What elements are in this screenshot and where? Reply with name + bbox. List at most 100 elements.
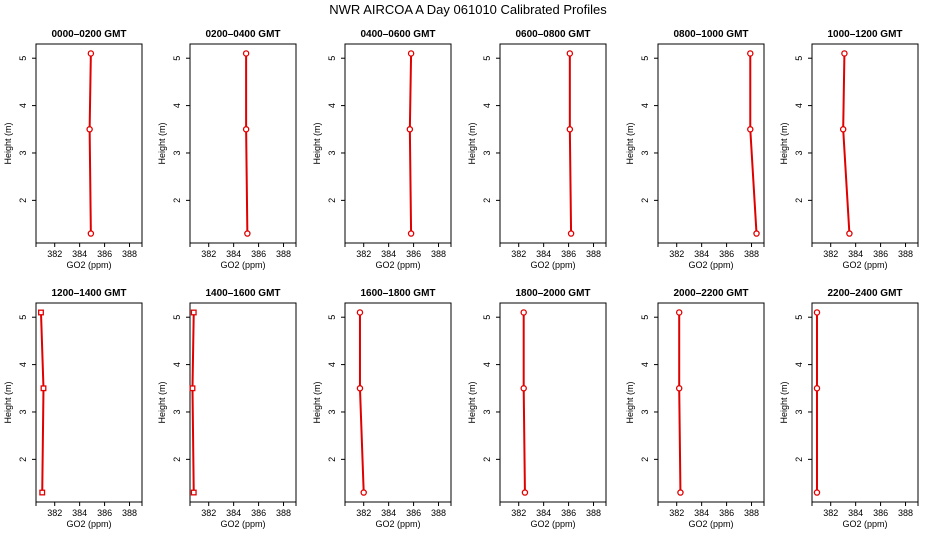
y-tick-label: 4 [482, 103, 492, 108]
x-tick-label: 388 [122, 508, 137, 518]
plot-frame [499, 43, 607, 244]
x-tick-label: 386 [561, 249, 576, 259]
y-tick-label: 5 [172, 315, 182, 320]
panel-4: 0600–0800 GMT 382 384 386 388 GO2 (ppm) 2 3 4 5 He… [467, 29, 607, 270]
profile-line [245, 53, 249, 234]
x-tick-label: 388 [431, 249, 446, 259]
x-axis-label: GO2 (ppm) [530, 260, 575, 270]
y-tick-label: 3 [172, 150, 182, 155]
x-tick-label: 384 [72, 508, 87, 518]
data-point [813, 385, 821, 392]
x-tick-label: 382 [669, 508, 684, 518]
panel-3: 0400–0600 GMT 382 384 386 388 GO2 (ppm) 2 3 4 5 He… [312, 29, 452, 270]
data-point [407, 230, 415, 237]
plot-frame [657, 43, 765, 244]
x-tick-label: 388 [431, 508, 446, 518]
y-tick-label: 2 [18, 198, 28, 203]
x-tick-label: 382 [356, 249, 371, 259]
y-tick-label: 5 [18, 56, 28, 61]
x-tick-label: 386 [719, 249, 734, 259]
plot-frame [344, 302, 452, 503]
figure-title: NWR AIRCOA A Day 061010 Calibrated Profi… [329, 2, 607, 17]
data-point [39, 489, 46, 496]
x-tick-label: 382 [511, 249, 526, 259]
x-tick-label: 382 [511, 508, 526, 518]
data-point [753, 230, 760, 237]
profile-line [568, 53, 573, 234]
panel-title: 1200–1400 GMT [51, 288, 126, 299]
data-point [813, 309, 821, 316]
y-tick-label: 4 [640, 362, 650, 367]
y-tick-label: 3 [482, 409, 492, 414]
profile-line [191, 312, 195, 493]
x-tick-label: 386 [873, 249, 888, 259]
y-tick-label: 5 [794, 315, 804, 320]
x-axis-label: GO2 (ppm) [66, 519, 111, 529]
y-tick-label: 4 [327, 103, 337, 108]
data-point [407, 50, 415, 57]
y-tick-label: 5 [640, 315, 650, 320]
data-point [841, 50, 848, 57]
x-tick-label: 388 [586, 508, 601, 518]
y-tick-label: 4 [640, 103, 650, 108]
y-axis-label: Height (m) [779, 381, 789, 423]
x-tick-label: 388 [122, 249, 137, 259]
panel-title: 1000–1200 GMT [827, 29, 902, 40]
panel-7: 1200–1400 GMT 382 384 386 388 GO2 (ppm) 2 3 4 5 He… [3, 288, 143, 529]
x-tick-label: 388 [276, 249, 291, 259]
y-tick-label: 4 [482, 362, 492, 367]
x-axis-label: GO2 (ppm) [375, 260, 420, 270]
panel-title: 0000–0200 GMT [51, 29, 126, 40]
y-axis-label: Height (m) [157, 381, 167, 423]
y-tick-label: 5 [327, 56, 337, 61]
data-point [747, 50, 754, 57]
y-axis-label: Height (m) [3, 381, 13, 423]
plot-frame [344, 43, 452, 244]
y-axis-label: Height (m) [779, 122, 789, 164]
y-tick-label: 2 [327, 457, 337, 462]
x-tick-label: 386 [406, 508, 421, 518]
panel-12: 2200–2400 GMT 382 384 386 388 GO2 (ppm) 2 3 4 5 He… [779, 288, 919, 529]
data-point [675, 385, 683, 392]
y-tick-label: 5 [482, 315, 492, 320]
data-point [244, 230, 251, 237]
data-point [566, 50, 574, 57]
plot-frame [35, 43, 143, 244]
y-axis-label: Height (m) [3, 122, 13, 164]
y-tick-label: 3 [18, 150, 28, 155]
plot-frame [657, 302, 765, 503]
y-tick-label: 3 [640, 150, 650, 155]
y-tick-label: 3 [18, 409, 28, 414]
y-tick-label: 3 [794, 409, 804, 414]
y-tick-label: 5 [172, 56, 182, 61]
y-tick-label: 2 [18, 457, 28, 462]
panel-title: 1600–1800 GMT [360, 288, 435, 299]
y-tick-label: 5 [18, 315, 28, 320]
data-point [839, 126, 847, 133]
panel-2: 0200–0400 GMT 382 384 386 388 GO2 (ppm) 2 3 4 5 He… [157, 29, 297, 270]
panels-container: 0000–0200 GMT 382 384 386 388 GO2 (ppm) 2 3 4 5 He… [3, 29, 919, 529]
x-tick-label: 386 [97, 249, 112, 259]
x-tick-label: 386 [97, 508, 112, 518]
x-tick-label: 384 [381, 249, 396, 259]
profile-line [842, 53, 851, 234]
data-point [360, 489, 367, 496]
x-tick-label: 382 [356, 508, 371, 518]
data-point [87, 50, 95, 57]
y-tick-label: 2 [172, 457, 182, 462]
y-tick-label: 5 [794, 56, 804, 61]
x-tick-label: 384 [694, 249, 709, 259]
x-tick-label: 386 [719, 508, 734, 518]
y-tick-label: 2 [794, 457, 804, 462]
y-tick-label: 2 [640, 457, 650, 462]
data-point [242, 50, 250, 57]
y-tick-label: 2 [482, 457, 492, 462]
x-tick-label: 384 [848, 249, 863, 259]
y-tick-label: 3 [327, 150, 337, 155]
y-tick-label: 2 [640, 198, 650, 203]
data-point [566, 126, 574, 133]
x-tick-label: 386 [406, 249, 421, 259]
x-tick-label: 384 [226, 249, 241, 259]
data-point [406, 126, 414, 133]
